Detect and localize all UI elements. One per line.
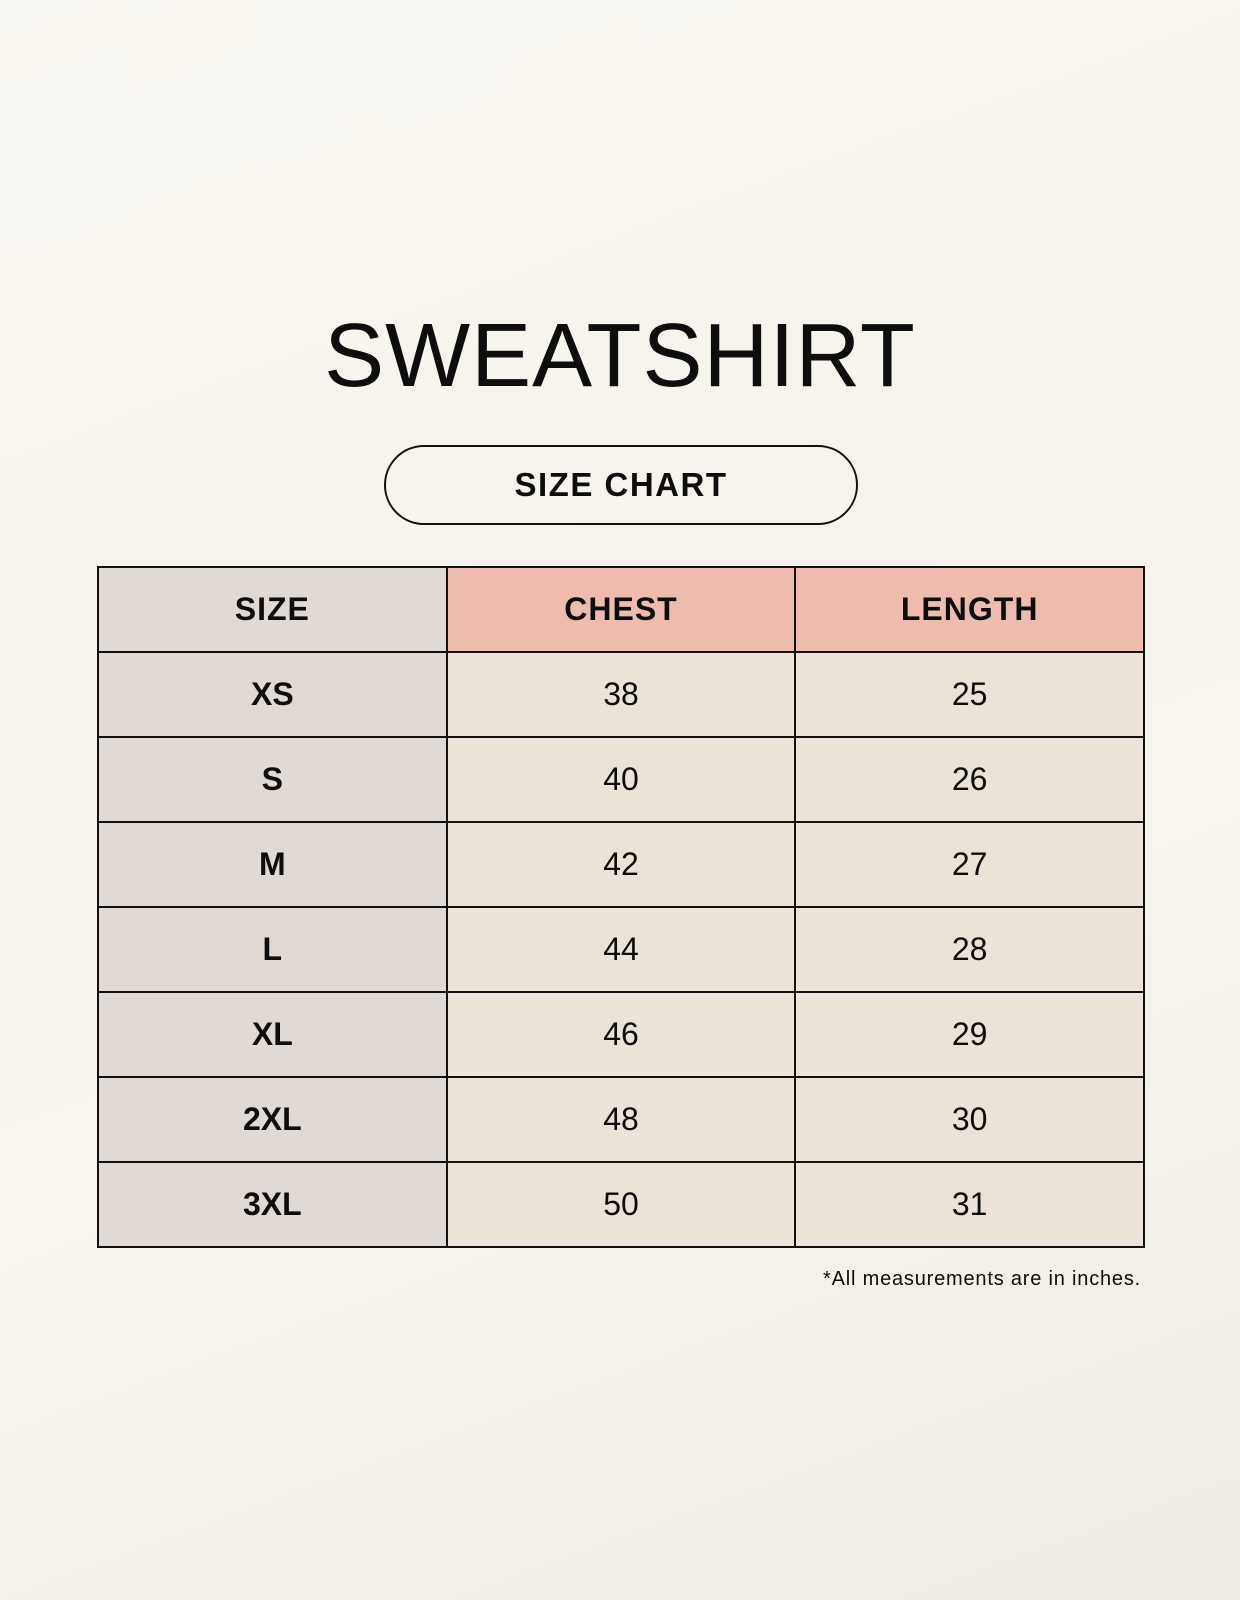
table-header-row: SIZE CHEST LENGTH: [97, 566, 1145, 653]
page-title: SWEATSHIRT: [324, 306, 916, 406]
cell-size: XL: [97, 991, 448, 1078]
cell-length: 26: [794, 736, 1145, 823]
header-chest: CHEST: [445, 566, 797, 653]
cell-length: 27: [794, 821, 1145, 908]
cell-chest: 46: [445, 991, 797, 1078]
cell-size: M: [97, 821, 448, 908]
table-row: 2XL 48 30: [97, 1076, 1145, 1163]
header-size: SIZE: [97, 566, 448, 653]
table-row: XS 38 25: [97, 651, 1145, 738]
cell-size: 2XL: [97, 1076, 448, 1163]
table-row: L 44 28: [97, 906, 1145, 993]
table-row: S 40 26: [97, 736, 1145, 823]
size-table: SIZE CHEST LENGTH XS 38 25 S 40 26 M 42 27 L 44 28 X…: [97, 566, 1145, 1248]
size-chart-badge: SIZE CHART: [384, 445, 858, 525]
cell-chest: 40: [445, 736, 797, 823]
table-row: XL 46 29: [97, 991, 1145, 1078]
cell-size: 3XL: [97, 1161, 448, 1248]
cell-chest: 48: [445, 1076, 797, 1163]
cell-chest: 42: [445, 821, 797, 908]
table-row: M 42 27: [97, 821, 1145, 908]
cell-size: XS: [97, 651, 448, 738]
cell-chest: 38: [445, 651, 797, 738]
cell-size: L: [97, 906, 448, 993]
header-length: LENGTH: [794, 566, 1145, 653]
cell-chest: 50: [445, 1161, 797, 1248]
cell-length: 28: [794, 906, 1145, 993]
table-row: 3XL 50 31: [97, 1161, 1145, 1248]
cell-length: 30: [794, 1076, 1145, 1163]
cell-length: 25: [794, 651, 1145, 738]
cell-size: S: [97, 736, 448, 823]
cell-length: 31: [794, 1161, 1145, 1248]
cell-length: 29: [794, 991, 1145, 1078]
footnote: *All measurements are in inches.: [823, 1268, 1141, 1290]
cell-chest: 44: [445, 906, 797, 993]
